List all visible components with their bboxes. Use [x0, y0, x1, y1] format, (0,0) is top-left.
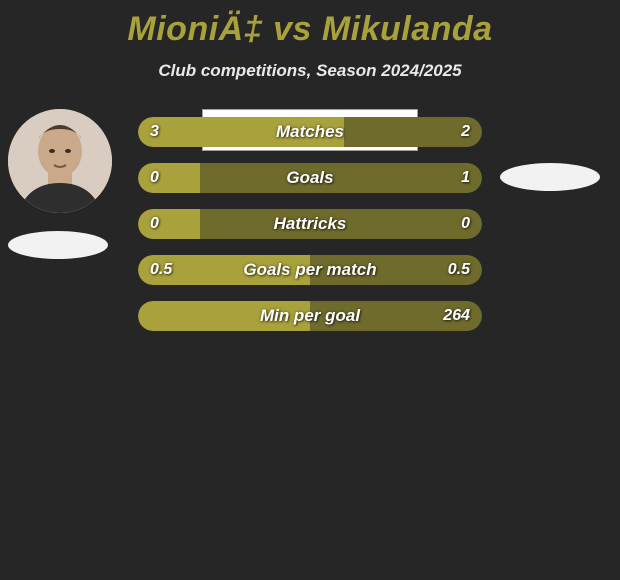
player-left: [8, 109, 112, 259]
stat-value-left: 0.5: [150, 255, 172, 285]
stat-label: Min per goal: [138, 301, 482, 331]
stat-value-right: 0.5: [448, 255, 470, 285]
subtitle: Club competitions, Season 2024/2025: [0, 61, 620, 81]
stat-value-left: 0: [150, 163, 159, 193]
stat-value-right: 264: [443, 301, 470, 331]
stat-row: Goals per match0.5 0.5: [138, 255, 482, 285]
stat-row: Min per goal264: [138, 301, 482, 331]
stat-value-right: 2: [461, 117, 470, 147]
player-name-pill-left: [8, 231, 108, 259]
stat-row: Matches3 2: [138, 117, 482, 147]
stat-label: Goals: [138, 163, 482, 193]
stat-value-left: 3: [150, 117, 159, 147]
stat-value-left: 0: [150, 209, 159, 239]
player-right: [500, 109, 600, 191]
stat-label: Hattricks: [138, 209, 482, 239]
stat-row: Goals0 1: [138, 163, 482, 193]
stat-value-right: 0: [461, 209, 470, 239]
stat-label: Matches: [138, 117, 482, 147]
avatar-placeholder-icon: [8, 109, 112, 213]
page-title: MioniÄ‡ vs Mikulanda: [0, 0, 620, 49]
avatar: [8, 109, 112, 213]
stat-value-right: 1: [461, 163, 470, 193]
spacer: [500, 109, 600, 129]
stat-row: Hattricks0 0: [138, 209, 482, 239]
player-name-pill-right: [500, 163, 600, 191]
stat-label: Goals per match: [138, 255, 482, 285]
stat-bars: Matches32Goals01Hattricks00Goals per mat…: [138, 117, 482, 347]
comparison-card: MioniÄ‡ vs Mikulanda Club competitions, …: [0, 0, 620, 580]
